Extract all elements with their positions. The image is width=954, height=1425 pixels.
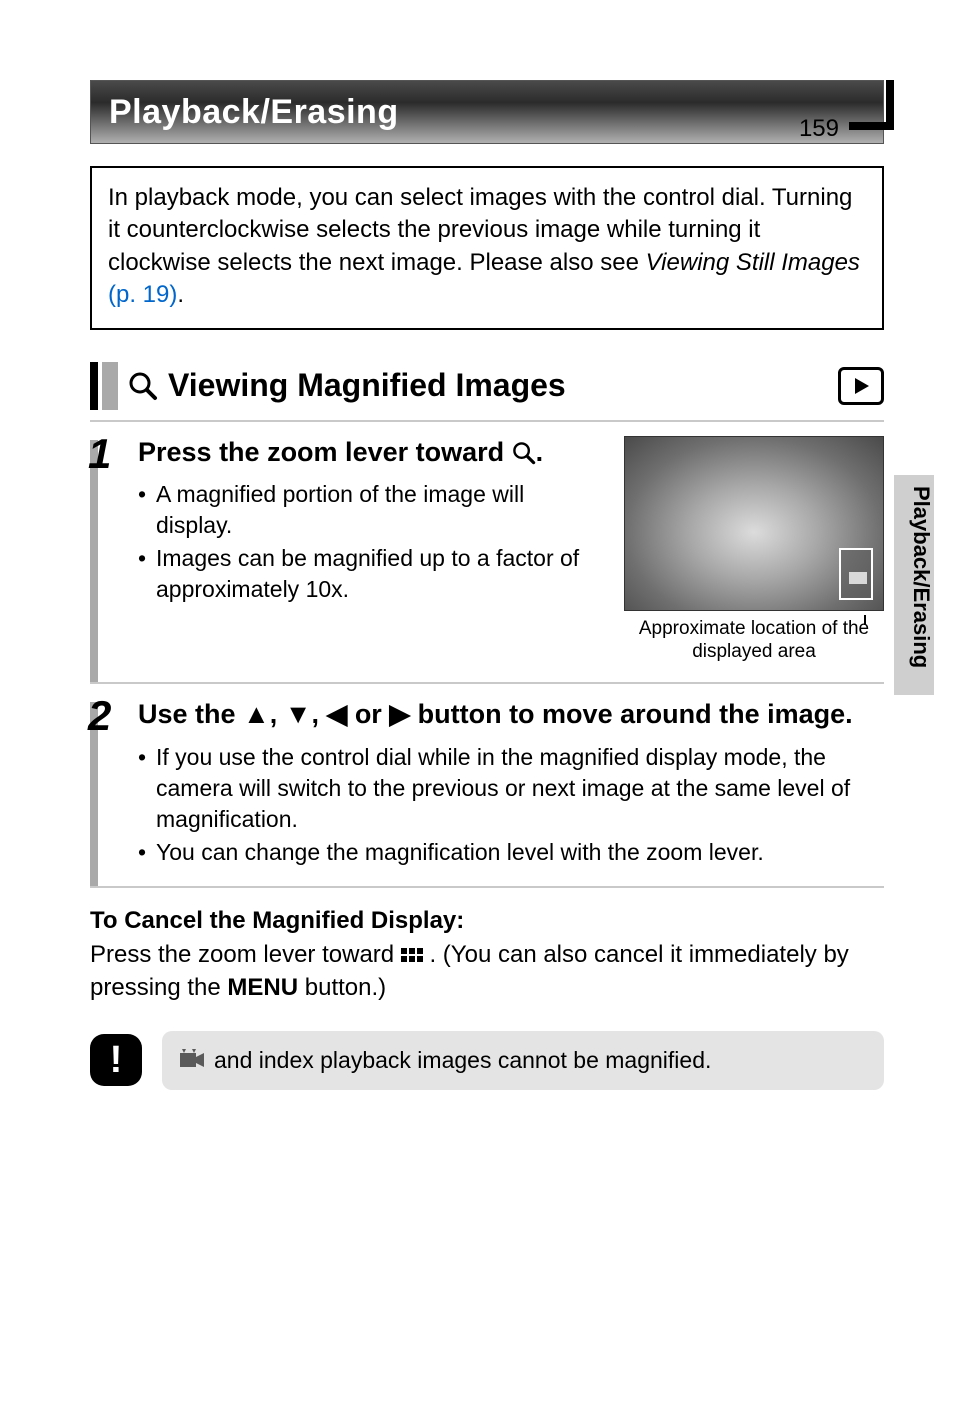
- step2-head-a: Use the: [138, 699, 243, 729]
- chapter-title-bar: Playback/Erasing: [90, 80, 884, 144]
- right-arrow-icon: ▶: [389, 699, 410, 729]
- chapter-title: Playback/Erasing: [109, 93, 399, 132]
- warning-text: and index playback images cannot be magn…: [214, 1047, 711, 1074]
- warning-row: ! and index playback images cannot be ma…: [90, 1031, 884, 1090]
- zoom-area-indicator: [839, 548, 873, 600]
- step-number: 2: [88, 692, 126, 740]
- step2-bullet1: If you use the control dial while in the…: [156, 742, 884, 835]
- down-arrow-icon: ▼: [285, 699, 312, 729]
- step1-heading: Press the zoom lever toward .: [138, 436, 604, 470]
- intro-italic: Viewing Still Images: [646, 249, 860, 276]
- side-tab-label: Playback/Erasing: [908, 480, 934, 700]
- bullet-dot: •: [138, 479, 156, 541]
- magnifier-icon: [128, 371, 158, 401]
- intro-page-link[interactable]: (p. 19): [108, 281, 177, 308]
- section-accent-bar: [90, 362, 98, 410]
- cancel-body-c: button.): [298, 974, 386, 1001]
- cancel-title: To Cancel the Magnified Display:: [90, 904, 884, 938]
- warning-icon: !: [90, 1034, 142, 1086]
- intro-box: In playback mode, you can select images …: [90, 166, 884, 330]
- step1-bullet2: Images can be magnified up to a factor o…: [156, 543, 604, 605]
- section-heading: Viewing Magnified Images: [90, 362, 884, 410]
- intro-end: .: [177, 281, 184, 308]
- magnifier-icon: [512, 441, 536, 465]
- page-number: 159: [799, 115, 839, 143]
- step1-head-a: Press the zoom lever toward: [138, 437, 512, 467]
- sep: ,: [312, 699, 327, 729]
- bullet-dot: •: [138, 543, 156, 605]
- warning-note: and index playback images cannot be magn…: [162, 1031, 884, 1090]
- page-corner-mark: [849, 122, 894, 130]
- zoom-area-highlight: [849, 572, 867, 584]
- playback-mode-icon: [838, 367, 884, 405]
- sample-image-thumbnail: [624, 436, 884, 611]
- up-arrow-icon: ▲: [243, 699, 270, 729]
- or: or: [347, 699, 389, 729]
- step-1: 1 Press the zoom lever toward . •A magni…: [90, 422, 884, 685]
- bullet-dot: •: [138, 837, 156, 868]
- step-number: 1: [88, 430, 126, 478]
- cancel-body-a: Press the zoom lever toward: [90, 941, 401, 968]
- sep: ,: [270, 699, 285, 729]
- step2-head-b: button to move around the image.: [418, 699, 853, 729]
- step2-bullet2: You can change the magnification level w…: [156, 837, 764, 868]
- step-2: 2 Use the ▲, ▼, ◀ or ▶ button to move ar…: [90, 684, 884, 888]
- step2-heading: Use the ▲, ▼, ◀ or ▶ button to move arou…: [138, 698, 884, 732]
- thumbnail-caption: Approximate location of the displayed ar…: [624, 617, 884, 665]
- section-title-text: Viewing Magnified Images: [168, 367, 566, 404]
- menu-button-label: MENU: [227, 974, 298, 1001]
- section-accent-grey: [102, 362, 118, 410]
- bullet-dot: •: [138, 742, 156, 835]
- movie-icon: [180, 1049, 206, 1071]
- step1-head-b: .: [536, 437, 544, 467]
- index-grid-icon: [401, 946, 423, 964]
- step1-bullet1: A magnified portion of the image will di…: [156, 479, 604, 541]
- cancel-section: To Cancel the Magnified Display: Press t…: [90, 904, 884, 1005]
- left-arrow-icon: ◀: [327, 699, 348, 729]
